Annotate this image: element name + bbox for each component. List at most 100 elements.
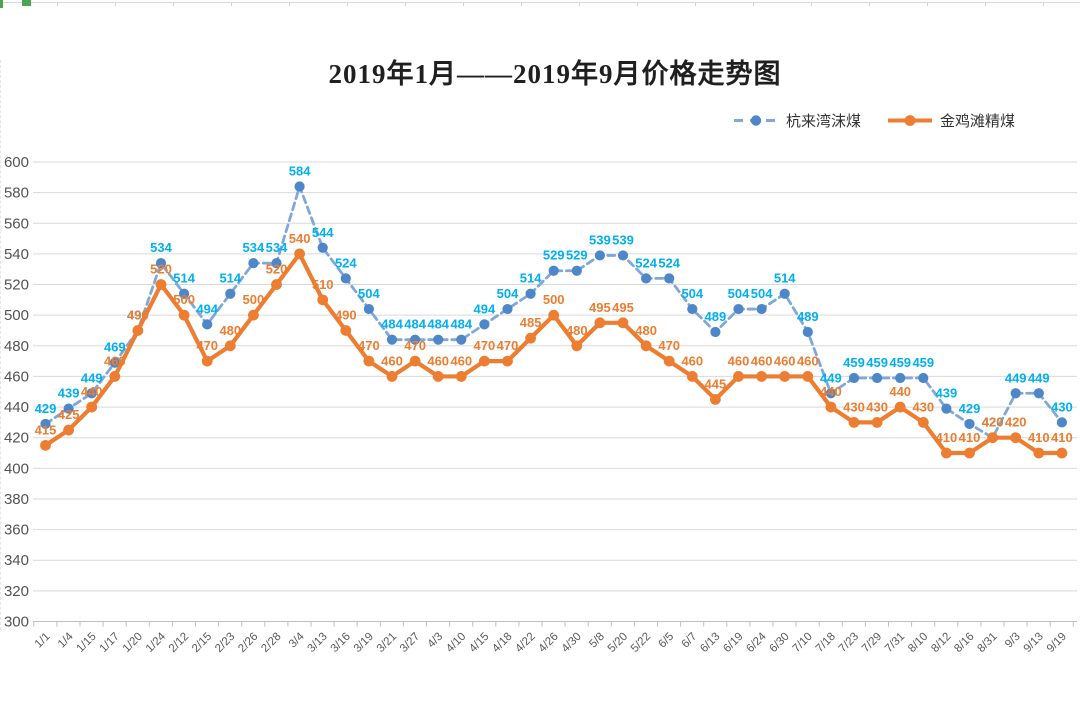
y-axis-tick-label: 540	[4, 246, 29, 263]
data-label: 495	[589, 300, 611, 315]
data-point	[456, 334, 467, 345]
selection-handle	[22, 0, 31, 6]
data-label: 459	[866, 355, 888, 370]
data-label: 480	[566, 323, 588, 338]
data-label: 449	[1005, 370, 1027, 385]
data-label: 539	[612, 232, 634, 247]
data-point	[248, 257, 259, 269]
data-label: 494	[196, 301, 218, 316]
data-point	[1010, 388, 1021, 399]
data-point	[548, 309, 560, 321]
data-label: 529	[566, 248, 588, 263]
data-point	[594, 250, 606, 261]
data-point	[409, 355, 421, 367]
data-label: 489	[797, 309, 819, 324]
y-axis-tick-label: 360	[4, 522, 29, 539]
y-axis-tick-label: 300	[4, 614, 29, 631]
data-point	[941, 447, 952, 459]
data-point	[340, 325, 352, 336]
data-point	[86, 388, 97, 399]
x-axis-category-label: 6/30	[768, 631, 792, 655]
data-point	[640, 340, 652, 352]
x-axis-category-label: 2/23	[213, 631, 237, 655]
data-label: 504	[751, 286, 773, 301]
data-point	[502, 355, 513, 367]
data-label: 410	[959, 430, 981, 445]
data-point	[132, 325, 144, 336]
data-point	[386, 371, 398, 382]
legend-item-jinjitan[interactable]: 金鸡滩精煤	[887, 110, 1015, 131]
data-label: 440	[820, 384, 842, 399]
x-axis-category-label: 3/13	[306, 631, 330, 655]
data-point	[663, 355, 675, 367]
x-axis-category-label: 9/19	[1045, 631, 1069, 655]
x-axis-category-label: 3/27	[398, 631, 422, 655]
data-label: 470	[196, 338, 218, 353]
data-label: 420	[1005, 415, 1027, 430]
data-point	[617, 317, 629, 329]
data-label: 504	[497, 286, 519, 301]
y-axis-tick-label: 460	[4, 368, 29, 385]
data-label: 425	[58, 407, 80, 422]
data-point	[987, 432, 998, 444]
data-label: 429	[35, 401, 57, 416]
data-label: 430	[912, 399, 934, 414]
data-label: 524	[658, 255, 680, 270]
data-label: 410	[1028, 430, 1050, 445]
data-point	[756, 371, 767, 382]
data-point	[918, 372, 929, 384]
data-label: 529	[543, 248, 565, 263]
y-axis-tick-label: 500	[4, 307, 29, 324]
x-axis-category-label: 8/31	[975, 631, 999, 655]
series-line-1	[43, 251, 1065, 456]
legend-dashed-line-marker-icon	[734, 115, 778, 126]
data-label: 524	[635, 255, 657, 270]
data-label: 460	[751, 353, 773, 368]
data-label: 420	[982, 415, 1004, 430]
x-axis-category-label: 1/17	[98, 631, 122, 655]
data-point	[1056, 417, 1067, 428]
data-label: 500	[243, 292, 265, 307]
data-point	[340, 273, 351, 284]
data-point	[63, 403, 74, 414]
data-point	[271, 257, 282, 269]
data-label: 445	[705, 376, 727, 391]
x-axis-category-label: 8/12	[929, 631, 953, 655]
data-point	[848, 372, 860, 384]
data-label: 484	[381, 317, 403, 332]
data-point	[225, 288, 236, 299]
x-axis-category-label: 6/7	[680, 631, 700, 651]
data-label: 504	[681, 286, 703, 301]
data-label: 534	[150, 240, 172, 255]
data-label: 460	[427, 353, 449, 368]
data-label: 490	[335, 307, 357, 322]
data-point	[40, 439, 51, 451]
legend-item-hanglaiwan[interactable]: 杭来湾沫煤	[733, 110, 861, 131]
data-point	[109, 357, 120, 368]
data-label: 510	[312, 277, 334, 292]
x-axis-category-label: 6/5	[657, 631, 677, 651]
data-point	[895, 372, 906, 384]
x-axis-category-label: 6/13	[698, 631, 722, 655]
x-axis-category-label: 7/10	[791, 631, 815, 655]
data-point	[872, 372, 883, 384]
data-label: 500	[173, 292, 195, 307]
data-point	[525, 332, 536, 344]
y-axis-tick-label: 440	[4, 399, 29, 416]
data-point	[733, 303, 744, 315]
data-label: 514	[173, 271, 195, 286]
data-point	[294, 248, 305, 260]
x-axis-category-label: 5/20	[606, 631, 630, 655]
data-point	[710, 326, 721, 338]
data-point	[248, 309, 259, 321]
data-label: 460	[774, 353, 796, 368]
sheet-left-border	[0, 60, 1, 630]
data-point	[617, 250, 629, 261]
x-axis-category-label: 6/24	[744, 630, 769, 655]
data-point	[63, 424, 74, 436]
x-axis-category-label: 4/3	[426, 631, 446, 651]
data-label: 534	[266, 240, 288, 255]
data-label: 459	[889, 355, 911, 370]
data-label: 514	[520, 271, 542, 286]
